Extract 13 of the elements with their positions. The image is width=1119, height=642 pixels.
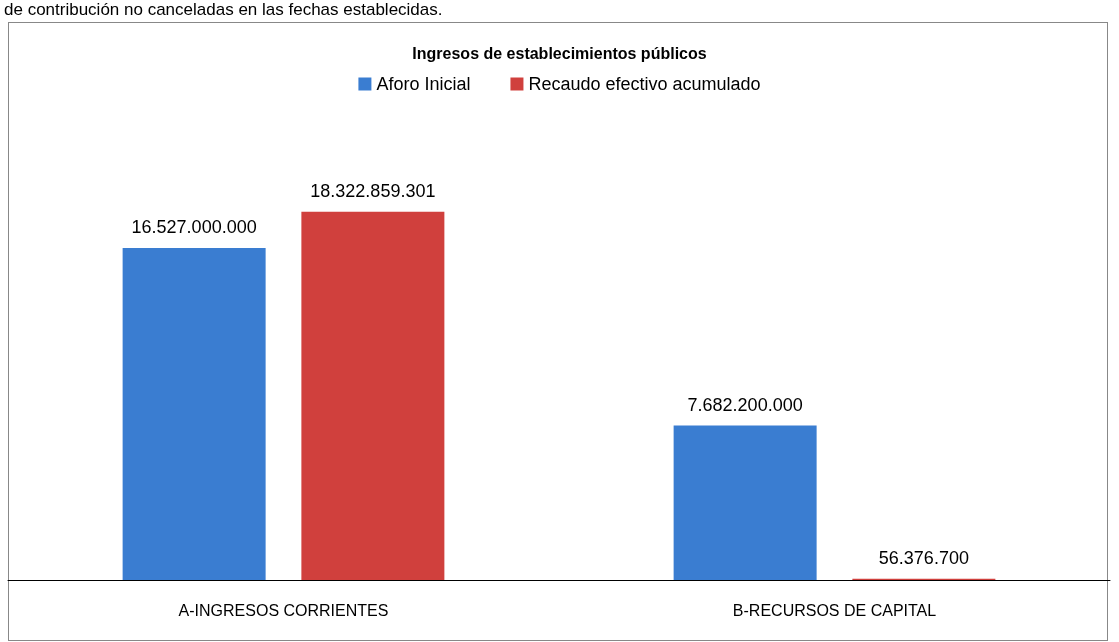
data-label: 7.682.200.000 <box>687 394 803 415</box>
data-label: 56.376.700 <box>878 547 969 568</box>
x-tick-label: A-INGRESOS CORRIENTES <box>178 601 389 619</box>
data-label: 16.527.000.000 <box>131 216 257 237</box>
bar <box>673 425 817 580</box>
data-label: 18.322.859.301 <box>310 180 436 201</box>
bar <box>301 211 445 580</box>
bar <box>122 247 266 580</box>
text: de contribución no canceladas en las fechas establecidas. <box>4 0 443 20</box>
legend-label: Aforo Inicial <box>376 74 471 94</box>
x-tick-label: B-RECURSOS DE CAPITAL <box>732 601 937 619</box>
legend-label: Recaudo efectivo acumulado <box>528 74 761 94</box>
chart-title: Ingresos de establecimientos públicos <box>412 44 707 62</box>
